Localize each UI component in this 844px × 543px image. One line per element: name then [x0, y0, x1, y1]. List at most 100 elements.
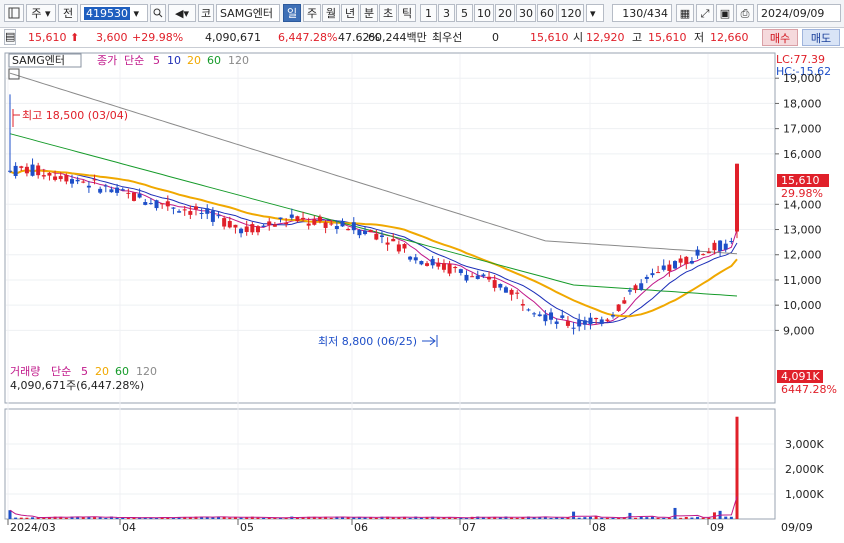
save-icon[interactable]: ▣: [716, 4, 734, 22]
vol-legend-simple: 단순: [51, 365, 71, 378]
legend-box[interactable]: [8, 53, 82, 68]
period-tick[interactable]: 틱: [398, 4, 416, 22]
chart-settings-icon[interactable]: [4, 4, 24, 22]
candle-body: [684, 256, 689, 265]
volume-bar: [104, 517, 108, 519]
volume-bar: [696, 516, 700, 519]
volume-bar: [357, 517, 361, 519]
period-second[interactable]: 초: [379, 4, 397, 22]
volume-bar: [402, 516, 406, 519]
interval-60[interactable]: 60: [537, 4, 557, 22]
stock-chart[interactable]: SAMG엔터 종가 단순 5 10 20 60 120 최고 18,500 (0…: [0, 47, 844, 543]
candle-body: [599, 319, 604, 324]
candle-body: [188, 211, 193, 215]
x-tick-label: 04: [122, 521, 136, 534]
volume-bar: [87, 516, 91, 519]
volume-bar: [464, 517, 468, 519]
volume-bar: [273, 517, 277, 519]
period-day[interactable]: 일: [283, 4, 301, 22]
interval-5[interactable]: 5: [456, 4, 473, 22]
low-arrow-icon: [422, 336, 436, 346]
period-year[interactable]: 년: [341, 4, 359, 22]
last-price: 15,610: [530, 31, 569, 44]
print-icon[interactable]: ⎙: [736, 4, 754, 22]
legend-stock-name: SAMG엔터: [12, 54, 65, 67]
volume-bar: [284, 517, 288, 519]
candle-body: [171, 207, 176, 209]
volume-panel[interactable]: [4, 408, 776, 520]
candle-body: [143, 202, 148, 205]
candle-body: [261, 225, 266, 227]
candle-body: [255, 226, 260, 233]
period-month[interactable]: 월: [322, 4, 340, 22]
count-field[interactable]: 130/434: [612, 4, 672, 22]
stock-name-field[interactable]: SAMG엔터: [216, 4, 280, 22]
zoom-icon[interactable]: ⤢: [696, 4, 714, 22]
period-minute[interactable]: 분: [360, 4, 378, 22]
panel-menu-icon[interactable]: [8, 68, 20, 80]
candle-body: [81, 181, 86, 183]
candle-body: [244, 226, 249, 232]
volume-bar: [8, 510, 12, 519]
interval-3[interactable]: 3: [438, 4, 455, 22]
volume-bar: [391, 517, 395, 519]
interval-30[interactable]: 30: [516, 4, 536, 22]
volume-bar: [724, 516, 728, 519]
volume-bar: [577, 517, 581, 519]
current-price-tag-bg: [777, 174, 829, 187]
candle-body: [109, 189, 114, 193]
candle-body: [447, 263, 452, 274]
period-week[interactable]: 주: [303, 4, 321, 22]
candle-body: [64, 174, 69, 182]
volume-bar: [53, 516, 57, 519]
vol-legend-ma60: 60: [115, 365, 129, 378]
candle-body: [379, 235, 384, 238]
interval-10[interactable]: 10: [474, 4, 494, 22]
volume-bar: [233, 517, 237, 519]
volume-bar: [132, 517, 136, 519]
candle-body: [441, 263, 446, 270]
volume-bar: [504, 516, 508, 519]
candle-body: [340, 221, 345, 227]
volume-bar: [374, 517, 378, 519]
chart-toolbar: 주 ▾ 전 419530 ▾ ◀▾ 코 SAMG엔터 일 주 월 년 분 초 틱…: [0, 0, 844, 28]
candle-body: [661, 265, 666, 270]
interval-20[interactable]: 20: [495, 4, 515, 22]
candle-body: [98, 188, 103, 193]
volume-bar: [31, 517, 35, 519]
candle-body: [560, 315, 565, 318]
candle-body: [520, 304, 525, 306]
current-price-tag: 15,610: [781, 174, 820, 187]
candle-body: [475, 275, 480, 279]
interval-1[interactable]: 1: [420, 4, 437, 22]
market-type-select[interactable]: 주 ▾: [26, 4, 56, 22]
candle-body: [611, 315, 616, 317]
grid-icon[interactable]: ▦: [676, 4, 694, 22]
date-field[interactable]: 2024/09/09: [757, 4, 841, 22]
candle-body: [13, 165, 18, 176]
volume-bar: [324, 516, 328, 519]
candle-body: [289, 214, 294, 218]
search-icon[interactable]: [150, 4, 166, 22]
candle-body: [656, 272, 661, 274]
sell-button[interactable]: 매도: [802, 29, 840, 46]
interval-custom-select[interactable]: ▾: [586, 4, 604, 22]
price-tick-label: 17,000: [783, 123, 822, 136]
interval-120[interactable]: 120: [558, 4, 584, 22]
buy-button[interactable]: 매수: [762, 29, 798, 46]
candle-body: [594, 317, 599, 320]
volume-rate: 6,447.28%: [278, 31, 338, 44]
volume-bar: [667, 517, 671, 519]
turnover-rate: 47.62%: [338, 31, 380, 44]
trade-amount: 60,244백만: [368, 31, 427, 44]
price-tick-label: 19,000: [783, 72, 822, 85]
volume-bar: [239, 517, 243, 519]
volume-bar: [481, 517, 485, 519]
prev-button[interactable]: 전: [58, 4, 78, 22]
candle-body: [639, 283, 644, 290]
stock-code-input[interactable]: 419530 ▾: [80, 4, 148, 22]
volume-bar: [425, 517, 429, 519]
stock-name-prefix: 코: [198, 4, 214, 22]
ticker-icon[interactable]: ▤: [4, 29, 16, 45]
sound-icon[interactable]: ◀▾: [168, 4, 196, 22]
